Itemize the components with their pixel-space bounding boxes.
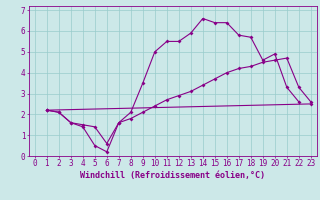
X-axis label: Windchill (Refroidissement éolien,°C): Windchill (Refroidissement éolien,°C) <box>80 171 265 180</box>
